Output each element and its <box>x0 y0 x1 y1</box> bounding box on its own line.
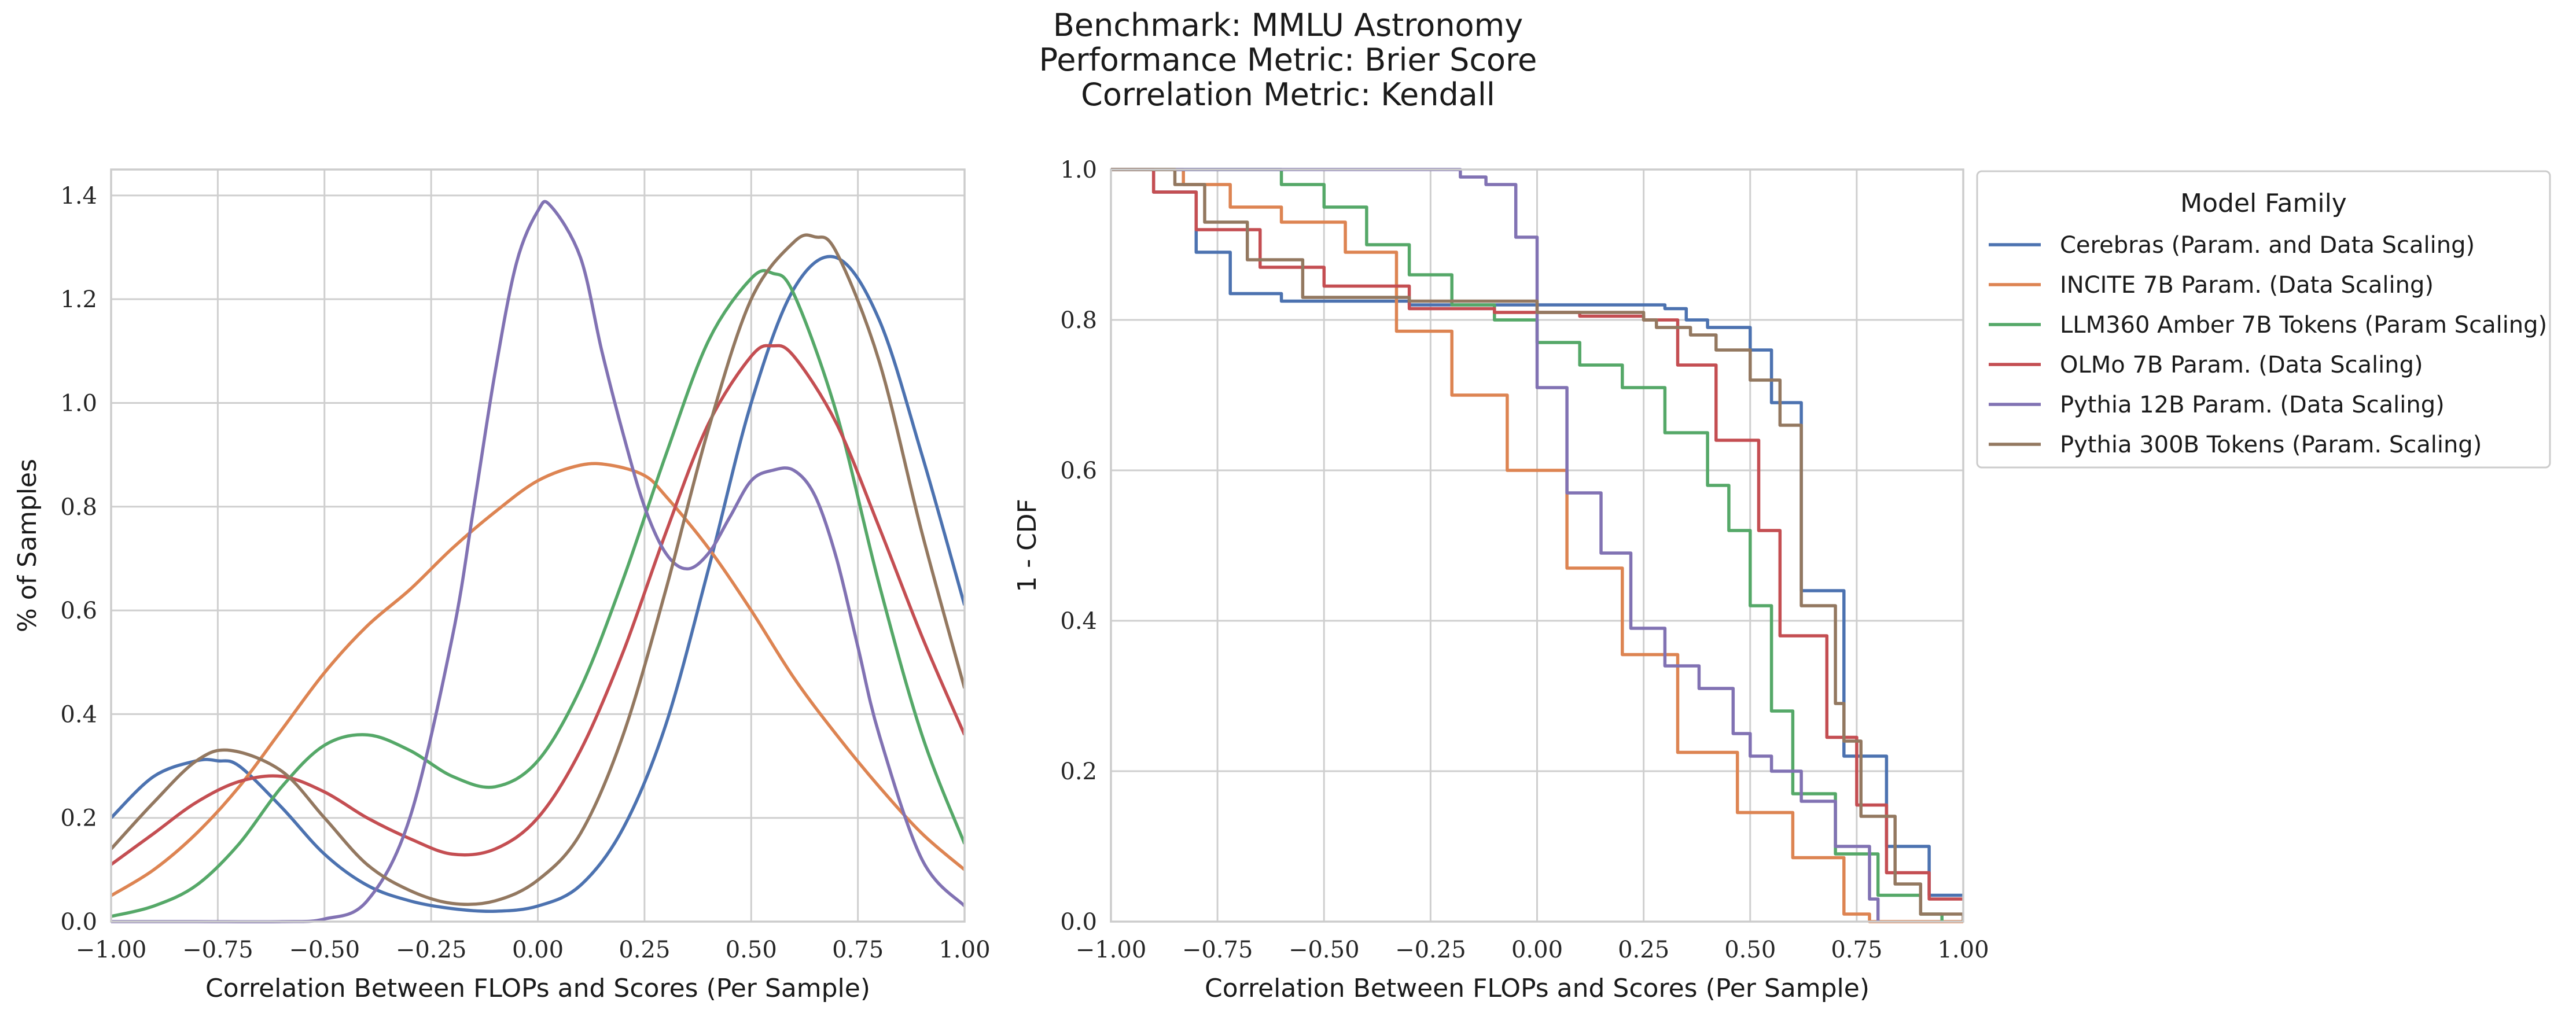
x-tick-label: 0.00 <box>512 937 564 963</box>
x-tick-label: 0.50 <box>1724 937 1776 963</box>
y-axis-label: 1 - CDF <box>1013 499 1042 592</box>
legend-label-pythia-300b-tokens-param-scaling: Pythia 300B Tokens (Param. Scaling) <box>2060 432 2482 458</box>
legend: Model Family Cerebras (Param. and Data Sc… <box>1976 170 2551 469</box>
y-tick-label: 0.4 <box>1060 608 1097 635</box>
y-tick-label: 0.0 <box>1060 909 1097 935</box>
x-axis-label: Correlation Between FLOPs and Scores (Pe… <box>1205 974 1870 1003</box>
x-tick-label: 0.25 <box>1618 937 1669 963</box>
legend-label-cerebras-param-and-data-scaling: Cerebras (Param. and Data Scaling) <box>2060 232 2475 259</box>
x-tick-label: 1.00 <box>939 937 990 963</box>
series-line-cerebras-param-and-data-scaling <box>1111 168 1963 897</box>
legend-title: Model Family <box>2180 189 2347 218</box>
x-tick-label: 0.50 <box>726 937 777 963</box>
x-tick-label: 0.75 <box>1831 937 1882 963</box>
y-tick-label: 0.0 <box>60 909 97 935</box>
x-tick-label: 0.00 <box>1511 937 1563 963</box>
plot-frame <box>1110 168 1964 923</box>
x-tick-label: 0.25 <box>619 937 670 963</box>
series-line-incite-7b-param-data-scaling <box>1111 168 1963 923</box>
y-tick-label: 0.8 <box>1060 307 1097 334</box>
x-tick-label: −0.25 <box>1395 937 1466 963</box>
x-tick-label: 1.00 <box>1937 937 1989 963</box>
series-line-pythia-300b-tokens-param-scaling <box>1111 168 1963 922</box>
cdf-chart: −1.00 −0.75 −0.50 −0.25 0.00 0.25 0.50 0.75 1.00… <box>1013 157 1989 1003</box>
y-tick-label: 1.0 <box>60 390 97 417</box>
plot-frame <box>110 168 966 923</box>
y-tick-label: 1.2 <box>60 286 97 313</box>
x-axis-label: Correlation Between FLOPs and Scores (Pe… <box>205 974 870 1003</box>
series-line-olmo-7b-param-data-scaling <box>111 344 965 866</box>
y-tick-label: 0.2 <box>1060 758 1097 785</box>
y-tick-label: 1.0 <box>1060 157 1097 183</box>
y-tick-label: 0.8 <box>60 494 97 521</box>
series-line-llm360-amber-7b-tokens-param-scaling <box>111 269 965 918</box>
y-axis-label: % of Samples <box>13 459 42 632</box>
legend-label-incite-7b-param-data-scaling: INCITE 7B Param. (Data Scaling) <box>2060 272 2434 299</box>
series-line-incite-7b-param-data-scaling <box>111 462 965 897</box>
y-tick-label: 0.2 <box>60 805 97 832</box>
y-tick-label: 0.6 <box>60 598 97 624</box>
x-tick-label: −0.75 <box>182 937 253 963</box>
series-line-pythia-300b-tokens-param-scaling <box>111 233 965 907</box>
y-tick-label: 1.4 <box>60 183 97 209</box>
y-tick-label: 0.4 <box>60 701 97 728</box>
title-benchmark: Benchmark: MMLU Astronomy <box>1053 7 1523 43</box>
x-tick-label: −1.00 <box>76 937 147 963</box>
title-correlation-metric: Correlation Metric: Kendall <box>1081 76 1495 113</box>
x-tick-label: −0.25 <box>396 937 467 963</box>
kde-chart: −1.00 −0.75 −0.50 −0.25 0.00 0.25 0.50 0.75 1.00… <box>13 168 991 1003</box>
legend-label-llm360-amber-7b-tokens-param-scaling: LLM360 Amber 7B Tokens (Param Scaling) <box>2060 312 2547 338</box>
title-performance-metric: Performance Metric: Brier Score <box>1039 42 1537 78</box>
y-tick-label: 0.6 <box>1060 458 1097 484</box>
legend-label-olmo-7b-param-data-scaling: OLMo 7B Param. (Data Scaling) <box>2060 352 2423 378</box>
series-line-olmo-7b-param-data-scaling <box>1111 168 1963 901</box>
x-tick-label: −1.00 <box>1076 937 1147 963</box>
x-tick-label: −0.50 <box>289 937 360 963</box>
x-tick-label: −0.50 <box>1289 937 1360 963</box>
legend-box <box>1976 170 2551 469</box>
series-line-pythia-12b-param-data-scaling <box>111 200 965 924</box>
figure-title: Benchmark: MMLU Astronomy Performance Me… <box>0 8 2576 112</box>
x-tick-label: 0.75 <box>832 937 884 963</box>
legend-label-pythia-12b-param-data-scaling: Pythia 12B Param. (Data Scaling) <box>2060 392 2445 418</box>
series-line-pythia-12b-param-data-scaling <box>1111 168 1880 922</box>
x-tick-label: −0.75 <box>1182 937 1253 963</box>
